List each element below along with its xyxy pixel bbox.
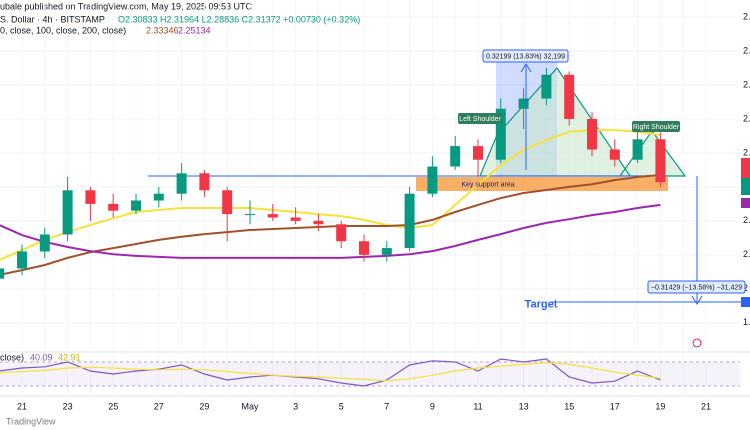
- rsi-band: [0, 362, 740, 386]
- x-tick-label: 3: [293, 401, 298, 411]
- x-tick-label: 27: [154, 401, 164, 411]
- symbol: S. Dollar · 4h · BITSTAMP: [0, 14, 105, 24]
- y-tick-label: 2.6: [743, 79, 750, 89]
- candle-body: [404, 193, 415, 249]
- price-tag: [741, 178, 750, 188]
- candle-body: [85, 190, 96, 204]
- candle-body: [427, 166, 438, 194]
- rsi-value: 42.91: [58, 352, 81, 362]
- x-tick-label: 13: [519, 401, 529, 411]
- arrow-head: [520, 63, 532, 73]
- candle-body: [632, 139, 643, 160]
- x-tick-label: 25: [108, 401, 118, 411]
- candle-body: [176, 173, 187, 194]
- price-tag: [741, 297, 750, 307]
- y-tick-label: 2.1: [743, 249, 750, 259]
- annotation: Key support area: [461, 181, 514, 188]
- candle-body: [267, 214, 278, 218]
- annotation-box: [458, 113, 502, 124]
- candle-body: [0, 268, 5, 279]
- annotation: −0.31429 (−13.58%) −31,429: [651, 284, 742, 291]
- candle-body: [381, 248, 392, 255]
- candle-body: [17, 251, 27, 269]
- rsi-line: [0, 358, 661, 387]
- candle-body: [39, 234, 50, 252]
- candle-body: [495, 108, 506, 160]
- moving-average: [0, 129, 661, 261]
- x-tick-label: 21: [701, 401, 711, 411]
- ma-value: 2.33346: [146, 25, 179, 35]
- support-zone: [416, 177, 668, 191]
- price-tag: [741, 185, 750, 195]
- annotation-box: [482, 49, 569, 63]
- candle-body: [359, 241, 369, 255]
- x-tick-label: 17: [610, 401, 620, 411]
- candle-body: [473, 146, 483, 160]
- candle-body: [313, 220, 324, 225]
- ma-header: 0, close, 100, close, 200, close): [0, 25, 126, 35]
- candle-body: [336, 224, 347, 242]
- x-tick-label: 19: [655, 401, 665, 411]
- y-tick-label: 2.4: [743, 147, 750, 157]
- annotation: Left Shoulder: [459, 116, 501, 123]
- candle-body: [131, 200, 141, 211]
- ma-value: 2.25134: [178, 25, 211, 35]
- candle-body: [153, 193, 164, 201]
- annotation-box: [647, 280, 746, 294]
- candle-body: [245, 214, 255, 216]
- annotation-box: [632, 121, 680, 132]
- rsi-value: 40.09: [30, 352, 53, 362]
- candle-body: [199, 173, 210, 191]
- candle-body: [564, 74, 575, 119]
- candle-body: [108, 203, 119, 211]
- annotation: Target: [525, 298, 558, 310]
- price-tag: [741, 168, 750, 178]
- x-tick-label: 9: [430, 401, 435, 411]
- rsi-header: close): [0, 352, 24, 362]
- candle-body: [290, 217, 301, 221]
- y-tick-label: 2: [743, 283, 748, 293]
- price-tag: [741, 158, 750, 168]
- candle-body: [609, 149, 620, 160]
- moving-average: [0, 203, 661, 259]
- x-tick-label: 7: [384, 401, 389, 411]
- x-tick-label: 5: [339, 401, 344, 411]
- annotation: Right Shoulder: [633, 124, 680, 131]
- candle-body: [541, 74, 552, 99]
- x-tick-label: 23: [63, 401, 73, 411]
- annotation: 0.32199 (13.83%) 32,199: [486, 53, 565, 60]
- candle-body: [62, 190, 73, 235]
- x-tick-label: 15: [564, 401, 574, 411]
- y-tick-label: 2.7: [743, 45, 750, 55]
- marker: [692, 338, 702, 348]
- candle-body: [655, 139, 666, 183]
- candle-body: [518, 98, 529, 109]
- y-tick-label: 2.2: [743, 215, 750, 225]
- moving-average: [0, 174, 661, 276]
- publisher: ubale published on TradingView.com, May …: [0, 1, 252, 11]
- candle-body: [450, 146, 461, 167]
- x-tick-label: 29: [199, 401, 209, 411]
- arrow-head: [691, 295, 703, 305]
- footer: TradingView: [6, 416, 56, 426]
- y-tick-label: 1.9: [743, 317, 750, 327]
- x-tick-label: 21: [17, 401, 27, 411]
- rsi-line: [0, 361, 661, 382]
- x-tick-label: May: [241, 401, 259, 411]
- candle-body: [222, 190, 233, 215]
- x-tick-label: 11: [473, 401, 482, 411]
- candle-body: [587, 118, 597, 150]
- y-tick-label: 2.8: [743, 11, 750, 21]
- price-tag: [741, 198, 750, 208]
- y-tick-label: 2.5: [743, 113, 750, 123]
- ohlc: O2.30833 H2.31964 L2.28836 C2.31372 +0.0…: [118, 14, 360, 24]
